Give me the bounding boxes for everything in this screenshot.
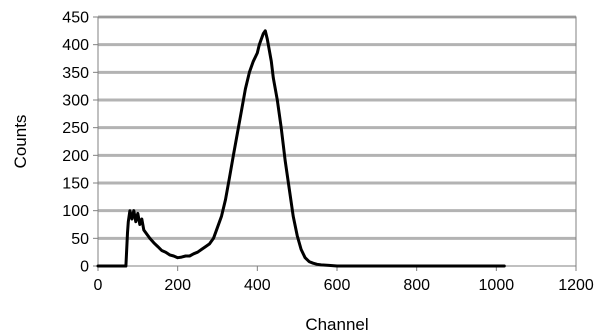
- y-tick-label: 0: [80, 259, 89, 276]
- x-axis-title: Channel: [305, 315, 368, 334]
- y-axis: 0 50 100 150 200 250 300 350 400 450: [62, 10, 98, 276]
- x-tick-label: 200: [164, 277, 191, 294]
- y-tick-label: 400: [62, 37, 89, 54]
- x-tick-label: 1200: [558, 277, 594, 294]
- x-axis: 0 200 400 600 800 1000 1200: [94, 266, 594, 294]
- y-tick-label: 250: [62, 120, 89, 137]
- x-tick-label: 0: [94, 277, 103, 294]
- y-tick-label: 300: [62, 93, 89, 110]
- horizontal-gridlines: [98, 15, 576, 240]
- y-tick-label: 100: [62, 203, 89, 220]
- plot-area-frame: [97, 16, 577, 267]
- y-tick-label: 200: [62, 148, 89, 165]
- y-tick-label: 50: [71, 231, 89, 248]
- x-tick-label: 1000: [479, 277, 515, 294]
- y-axis-title: Counts: [11, 115, 30, 169]
- x-tick-label: 400: [244, 277, 271, 294]
- series-line: [96, 29, 506, 268]
- y-tick-label: 450: [62, 10, 89, 27]
- x-tick-label: 600: [324, 277, 351, 294]
- y-tick-label: 150: [62, 176, 89, 193]
- x-tick-label: 800: [403, 277, 430, 294]
- y-tick-label: 350: [62, 65, 89, 82]
